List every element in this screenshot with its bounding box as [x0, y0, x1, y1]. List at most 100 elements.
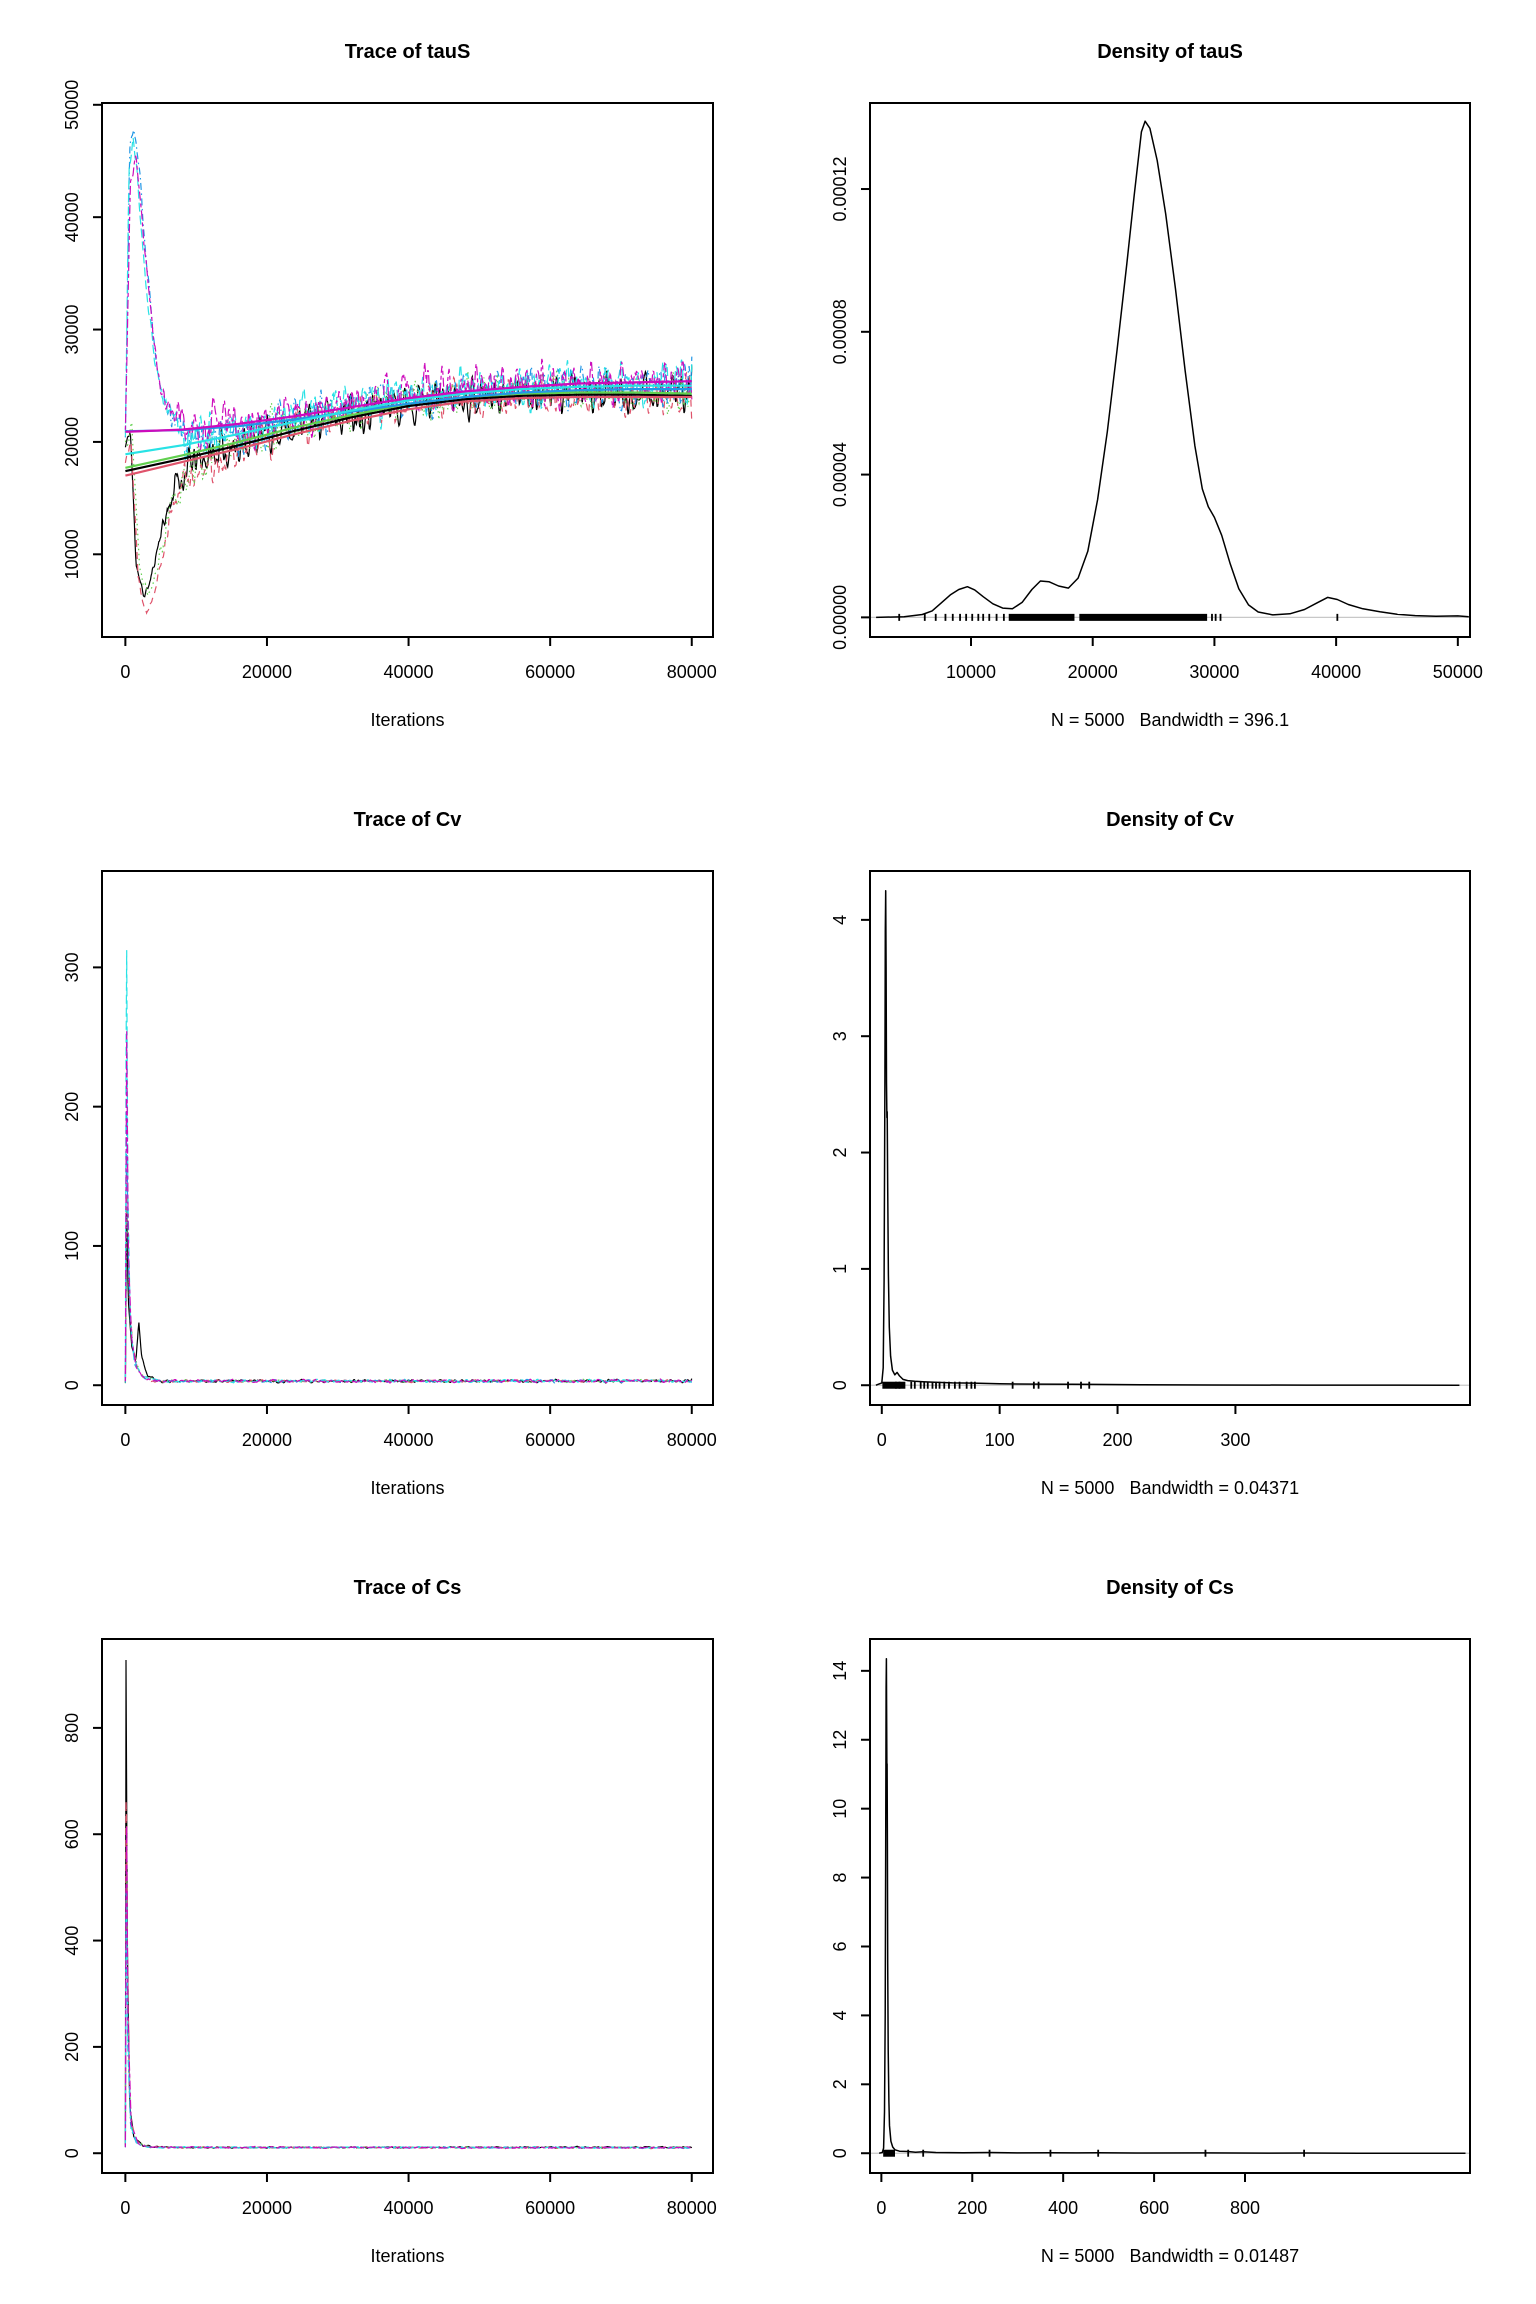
rug-tick: [1032, 1381, 1035, 1389]
chart-trace-Cv: Trace of Cv 0 20000 40000 60000 80000 0 100 200 3…: [62, 809, 717, 1498]
y-tick-label: 3: [830, 1031, 850, 1041]
chart-trace-Cs: Trace of Cs 0 20000 40000 60000 80000 0 200 400 6…: [62, 1577, 717, 2266]
y-tick-label: 200: [62, 2032, 82, 2062]
panel-title-trace-tauS: Trace of tauS: [345, 41, 471, 63]
rug-tick: [910, 1381, 913, 1389]
trace-series-chain-3: [124, 1197, 693, 1384]
plot-box: [869, 102, 1471, 638]
rug-tick: [971, 613, 974, 621]
rug-tick: [931, 1381, 934, 1389]
y-tick-label: 4: [830, 2010, 850, 2020]
panel-density-Cs: Density of Cs 0 200 400 600 800 0 2 4 6 8 10 12 14 N =…: [768, 1536, 1536, 2304]
y-tick-label: 0: [62, 1380, 82, 1390]
x-tick-label: 20000: [242, 1430, 292, 1450]
plot-box: [101, 870, 714, 1406]
panel-title-density-tauS: Density of tauS: [1097, 41, 1243, 63]
y-tick-label: 4: [830, 915, 850, 925]
rug-tick: [923, 613, 926, 621]
plot-box: [101, 102, 714, 638]
x-tick-label: 10000: [946, 662, 996, 682]
y-axis: 0 100 200 300: [62, 952, 102, 1390]
x-tick-label: 60000: [525, 662, 575, 682]
rug-tick: [965, 1381, 968, 1389]
x-tick-label: 80000: [667, 2198, 717, 2218]
smooth-line-smooth-chain-4: [125, 388, 692, 433]
rug-segment: [1079, 613, 1208, 621]
trace-Cv-plot-area: [124, 950, 693, 1384]
rug-tick: [995, 613, 998, 621]
y-tick-label: 0: [830, 1380, 850, 1390]
x-tick-label: 60000: [525, 2198, 575, 2218]
density-tauS-plot-area: [870, 120, 1470, 621]
trace-series-chain-4: [124, 1113, 692, 1384]
rug-tick: [959, 613, 961, 621]
x-tick-label: 40000: [384, 1430, 434, 1450]
panel-title-density-Cv: Density of Cv: [1106, 809, 1235, 831]
chart-density-tauS: Density of tauS 10000 20000 30000 40000 50000…: [830, 41, 1483, 730]
y-axis: 10000 20000 30000 40000 50000: [62, 80, 102, 579]
rug-marks: [882, 1381, 1091, 1389]
trace-series-chain-5: [124, 950, 693, 1384]
x-tick-label: 20000: [1068, 662, 1118, 682]
rug-tick: [935, 1381, 937, 1389]
stats-annotation: N = 5000 Bandwidth = 396.1: [1051, 710, 1289, 730]
rug-tick: [926, 1381, 929, 1389]
trace-series-chain-4: [124, 1891, 693, 2150]
rug-tick: [895, 1381, 897, 1389]
rug-tick: [977, 613, 980, 621]
trace-series-chain-6: [124, 1825, 693, 2150]
rug-tick: [923, 1381, 926, 1389]
y-tick-label: 12: [830, 1730, 850, 1750]
trace-series-chain-2: [124, 1157, 692, 1384]
x-tick-label: 0: [876, 2198, 886, 2218]
rug-tick: [1080, 1381, 1082, 1389]
y-axis: 0 2 4 6 8 10 12 14: [830, 1661, 870, 2158]
density-curve: [876, 120, 1469, 619]
rug-tick: [965, 613, 968, 621]
y-axis: 0 1 2 3 4: [830, 915, 870, 1390]
rug-segment: [1008, 613, 1075, 621]
y-tick-label: 6: [830, 1941, 850, 1951]
trace-Cs-plot-area: [124, 1659, 693, 2150]
rug-tick: [1214, 613, 1217, 621]
x-tick-label: 80000: [667, 1430, 717, 1450]
x-tick-label: 40000: [384, 2198, 434, 2218]
rug-tick: [1002, 613, 1005, 621]
rug-tick: [988, 613, 991, 621]
y-tick-label: 600: [62, 1819, 82, 1849]
smooth-line-smooth-chain-6: [125, 380, 692, 433]
rug-tick: [913, 1381, 916, 1389]
x-tick-label: 60000: [525, 1430, 575, 1450]
x-tick-label: 40000: [1311, 662, 1361, 682]
y-tick-label: 0: [830, 2148, 850, 2158]
y-tick-label: 1: [830, 1264, 850, 1274]
panel-trace-Cs: Trace of Cs 0 20000 40000 60000 80000 0 200 400 6…: [0, 1536, 768, 2304]
x-tick-label: 600: [1139, 2198, 1169, 2218]
x-axis-label: Iterations: [370, 1478, 444, 1498]
x-axis: 0 20000 40000 60000 80000: [120, 2173, 717, 2218]
x-tick-label: 0: [120, 662, 130, 682]
trace-series-chain-6: [124, 1031, 693, 1384]
y-tick-label: 0.00008: [830, 299, 850, 364]
y-tick-label: 2: [830, 2079, 850, 2089]
x-tick-label: 400: [1048, 2198, 1078, 2218]
x-tick-label: 80000: [667, 662, 717, 682]
smooth-line-smooth-chain-2: [125, 395, 692, 477]
plot-box: [869, 870, 1471, 1406]
y-tick-label: 40000: [62, 192, 82, 242]
plot-box: [869, 1638, 1471, 2174]
rug-tick: [970, 1381, 973, 1389]
rug-segment: [883, 2149, 895, 2157]
x-axis: 10000 20000 30000 40000 50000: [946, 637, 1483, 682]
rug-tick: [919, 1381, 922, 1389]
x-tick-label: 20000: [242, 2198, 292, 2218]
rug-tick: [907, 2149, 910, 2157]
panel-title-trace-Cs: Trace of Cs: [354, 1577, 462, 1599]
y-tick-label: 8: [830, 1873, 850, 1883]
rug-tick: [951, 613, 954, 621]
x-tick-label: 20000: [242, 662, 292, 682]
x-tick-label: 200: [957, 2198, 987, 2218]
y-tick-label: 100: [62, 1231, 82, 1261]
y-tick-label: 14: [830, 1661, 850, 1681]
rug-tick: [948, 1381, 950, 1389]
